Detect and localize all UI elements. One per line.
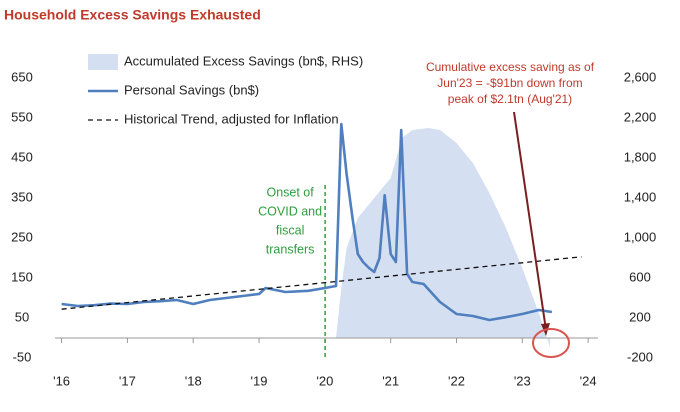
trend-line	[61, 256, 582, 310]
y2-tick-label: 2,600	[624, 69, 657, 84]
covid-annotation: Onset of	[266, 185, 314, 199]
y2-tick-label: 1,000	[624, 229, 657, 244]
x-tick-label: '20	[316, 373, 333, 388]
y2-tick-label: 200	[629, 309, 651, 324]
x-tick-label: '24	[580, 373, 597, 388]
x-tick-label: '22	[448, 373, 465, 388]
y-tick-label: -50	[13, 349, 32, 364]
highlight-circle	[532, 328, 570, 358]
latest-annotation: Cumulative excess saving as of	[426, 60, 595, 74]
x-tick-label: '16	[53, 373, 70, 388]
y2-tick-label: 1,400	[624, 189, 657, 204]
x-tick-label: '19	[251, 373, 268, 388]
covid-annotation: transfers	[266, 242, 315, 256]
y2-tick-label: 2,200	[624, 109, 657, 124]
legend-label: Personal Savings (bn$)	[124, 82, 259, 97]
y2-tick-label: 600	[629, 269, 651, 284]
latest-annotation: Jun'23 = -$91bn down from	[437, 76, 582, 90]
x-tick-label: '17	[119, 373, 136, 388]
y2-tick-label: -200	[627, 349, 653, 364]
legend-label: Accumulated Excess Savings (bn$, RHS)	[124, 53, 363, 68]
y-tick-label: 250	[11, 229, 33, 244]
y-tick-label: 350	[11, 189, 33, 204]
area	[336, 128, 550, 348]
y-tick-label: 150	[11, 269, 33, 284]
y2-tick-label: 1,800	[624, 149, 657, 164]
annotation-arrow	[513, 111, 547, 331]
chart-title: Household Excess Savings Exhausted	[4, 7, 261, 23]
x-tick-label: '18	[185, 373, 202, 388]
latest-annotation: peak of $2.1tn (Aug'21)	[448, 92, 572, 106]
covid-annotation: COVID and	[258, 204, 322, 218]
x-tick-label: '23	[514, 373, 531, 388]
legend-label: Historical Trend, adjusted for Inflation	[124, 111, 339, 126]
y-tick-label: 650	[11, 69, 33, 84]
x-tick-label: '21	[382, 373, 399, 388]
y-tick-label: 550	[11, 109, 33, 124]
y-tick-label: 50	[15, 309, 29, 324]
legend-swatch	[88, 54, 118, 70]
y-tick-label: 450	[11, 149, 33, 164]
covid-annotation: fiscal	[276, 223, 304, 237]
savings-line	[61, 122, 553, 322]
